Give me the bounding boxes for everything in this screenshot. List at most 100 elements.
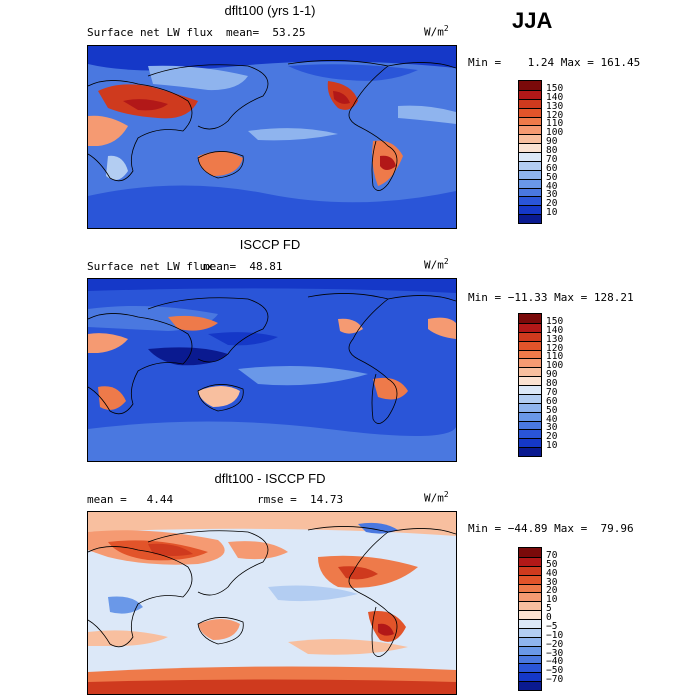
colorbar-tick-label: −40 [546,656,564,668]
colorbar-swatch [519,672,541,682]
colorbar-tick-label: 30 [546,422,558,434]
panel-1-units: W/m2 [424,24,449,39]
panel-3-mean: mean = 4.44 [87,493,174,506]
colorbar-tick-label: 10 [546,440,558,452]
colorbar-tick-label: 60 [546,162,558,174]
panel-2-minmax: Min = −11.33 Max = 128.21 [468,291,634,304]
colorbar-tick-label: 0 [546,612,552,623]
colorbar-swatch [519,349,541,359]
season-label: JJA [512,8,553,33]
colorbar-tick-label: 20 [546,585,558,597]
colorbar-tick-label: 80 [546,145,558,156]
panel-2-colorbar [518,313,542,457]
colorbar-swatch [519,601,541,611]
colorbar-tick-label: 30 [546,189,558,201]
colorbar-swatch [519,393,541,403]
colorbar-swatch [519,411,541,421]
colorbar-swatch [519,619,541,628]
colorbar-swatch [519,645,541,655]
colorbar-swatch [519,340,541,350]
panel-1-title: dflt100 (yrs 1-1) [224,3,316,18]
colorbar-swatch [519,178,541,188]
colorbar-swatch [519,556,541,566]
panel-3-map [87,511,457,695]
panel-2-map [87,278,457,462]
colorbar-swatch [519,205,541,215]
colorbar-tick-label: 100 [546,360,564,372]
colorbar-tick-label: −30 [546,647,564,659]
colorbar-swatch [519,385,541,394]
colorbar-swatch [519,420,541,430]
panel-1-field-label: Surface net LW flux [87,26,213,39]
panel-3-rmse: rmse = 14.73 [257,493,344,506]
colorbar-tick-label: 130 [546,333,564,345]
panel-3-colorbar [518,547,542,691]
colorbar-swatch [519,143,541,152]
colorbar-tick-label: 150 [546,82,564,94]
colorbar-tick-label: 50 [546,558,558,570]
colorbar-swatch [519,402,541,412]
colorbar-tick-label: 120 [546,342,564,354]
panel-1-map [87,45,457,229]
colorbar-tick-label: 20 [546,431,558,443]
colorbar-tick-label: 40 [546,413,558,425]
colorbar-swatch [519,429,541,439]
colorbar-swatch [519,196,541,206]
panel-2-units: W/m2 [424,257,449,272]
colorbar-swatch [519,627,541,637]
colorbar-tick-label: 140 [546,324,564,336]
panel-1-minmax: Min = 1.24 Max = 161.45 [468,56,641,69]
colorbar-tick-label: 90 [546,136,558,148]
colorbar-swatch [519,125,541,135]
colorbar-swatch [519,447,541,456]
colorbar-tick-label: 5 [546,603,552,615]
colorbar-swatch [519,116,541,126]
colorbar-swatch [519,89,541,99]
colorbar-tick-label: 10 [546,207,558,219]
colorbar-tick-label: 100 [546,127,564,139]
colorbar-tick-label: 110 [546,118,564,130]
colorbar-swatch [519,134,541,144]
colorbar-swatch [519,107,541,117]
colorbar-tick-label: 40 [546,180,558,192]
colorbar-tick-label: 120 [546,109,564,121]
panel-3-title: dflt100 - ISCCP FD [214,471,326,486]
colorbar-swatch [519,314,541,323]
colorbar-swatch [519,376,541,385]
colorbar-swatch [519,81,541,90]
colorbar-tick-label: 150 [546,315,564,327]
colorbar-tick-label: 60 [546,395,558,407]
colorbar-swatch [519,583,541,593]
colorbar-swatch [519,214,541,223]
colorbar-tick-label: −70 [546,674,564,686]
colorbar-tick-label: 50 [546,404,558,416]
colorbar-tick-label: 70 [546,386,558,398]
colorbar-swatch [519,152,541,161]
colorbar-swatch [519,98,541,108]
colorbar-swatch [519,681,541,690]
colorbar-tick-label: 30 [546,576,558,588]
panel-1-mean: mean= 53.25 [226,26,306,39]
colorbar-swatch [519,322,541,332]
colorbar-swatch [519,636,541,646]
colorbar-swatch [519,574,541,584]
panel-2-mean: mean= 48.81 [203,260,283,273]
colorbar-tick-label: 70 [546,153,558,165]
colorbar-tick-label: −5 [546,620,558,632]
colorbar-tick-label: −50 [546,665,564,677]
colorbar-tick-label: 20 [546,198,558,210]
panel-2-title: ISCCP FD [239,237,301,252]
colorbar-swatch [519,187,541,197]
colorbar-swatch [519,663,541,673]
colorbar-tick-label: 90 [546,369,558,381]
colorbar-tick-label: −20 [546,638,564,650]
colorbar-swatch [519,592,541,602]
colorbar-swatch [519,548,541,557]
colorbar-swatch [519,654,541,664]
colorbar-swatch [519,610,541,619]
colorbar-swatch [519,331,541,341]
colorbar-tick-label: 50 [546,171,558,183]
colorbar-swatch [519,565,541,575]
panel-3-minmax: Min = −44.89 Max = 79.96 [468,522,634,535]
colorbar-swatch [519,438,541,448]
